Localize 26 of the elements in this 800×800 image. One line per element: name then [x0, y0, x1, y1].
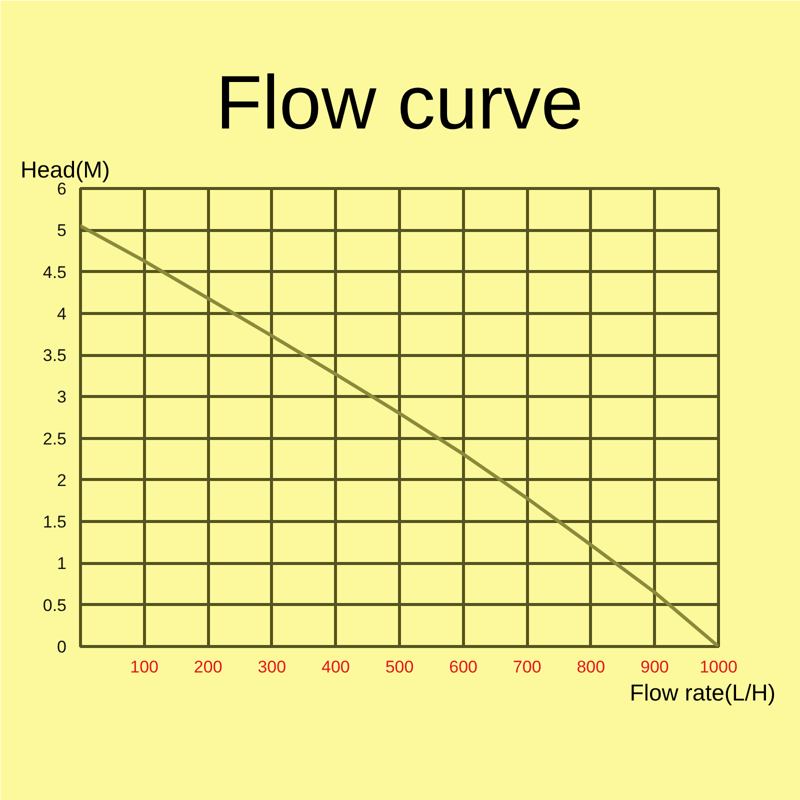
y-tick-label: 3 — [57, 388, 67, 407]
x-tick-label: 100 — [130, 658, 158, 676]
y-tick-label: 4 — [57, 304, 67, 324]
x-tick-label: 900 — [640, 658, 669, 676]
x-tick-label: 500 — [385, 658, 414, 676]
y-tick-label: 5 — [57, 221, 67, 240]
y-tick-label: 2.5 — [42, 429, 67, 448]
y-tick-label: 1 — [57, 554, 67, 574]
chart-title: Flow curve — [216, 60, 584, 146]
x-tick-label: 200 — [194, 658, 222, 676]
y-tick-label: 4.5 — [42, 262, 67, 282]
x-tick-label: 400 — [322, 658, 350, 676]
y-axis-title: Head(M) — [20, 156, 110, 182]
x-axis-title: Flow rate(L/H) — [630, 680, 776, 706]
x-tick-label: 700 — [512, 658, 542, 676]
x-tick-label: 1000 — [700, 658, 738, 676]
y-tick-label: 0.5 — [42, 596, 67, 615]
y-tick-label: 1.5 — [42, 512, 67, 532]
x-tick-label: 600 — [449, 658, 478, 676]
x-tick-label: 800 — [576, 658, 606, 676]
line-series — [80, 224, 718, 646]
y-tick-label: 3.5 — [42, 346, 67, 366]
x-tick-label: 300 — [258, 658, 286, 676]
y-tick-label: 2 — [57, 470, 67, 490]
y-tick-label: 0 — [57, 638, 67, 656]
y-tick-label: 6 — [57, 180, 67, 198]
